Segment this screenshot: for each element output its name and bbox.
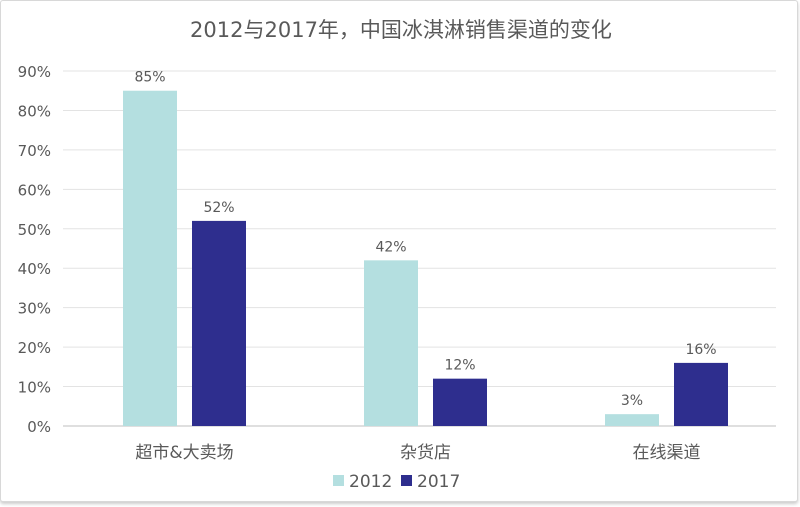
category-label: 在线渠道 bbox=[633, 443, 701, 463]
y-tick-label: 50% bbox=[18, 221, 51, 239]
bar-2017 bbox=[674, 362, 728, 426]
y-tick-label: 60% bbox=[18, 181, 51, 199]
data-label: 3% bbox=[621, 393, 643, 409]
y-tick-label: 20% bbox=[18, 339, 51, 357]
y-tick-label: 0% bbox=[27, 418, 51, 436]
data-label: 42% bbox=[375, 239, 406, 255]
y-tick-label: 90% bbox=[18, 63, 51, 81]
y-tick-label: 40% bbox=[18, 260, 51, 278]
bar-2012 bbox=[123, 90, 177, 426]
data-label: 16% bbox=[685, 342, 716, 358]
y-tick-label: 30% bbox=[18, 300, 51, 318]
category-label: 杂货店 bbox=[400, 443, 451, 463]
data-label: 52% bbox=[203, 200, 234, 216]
bar-2017 bbox=[192, 220, 246, 426]
legend-swatch bbox=[333, 475, 344, 486]
data-label: 12% bbox=[444, 358, 475, 374]
y-tick-label: 70% bbox=[18, 142, 51, 160]
bar-2012 bbox=[605, 414, 659, 426]
bar-2012 bbox=[364, 260, 418, 426]
legend-label: 2012 bbox=[349, 472, 392, 492]
chart-title: 2012与2017年，中国冰淇淋销售渠道的变化 bbox=[190, 18, 612, 42]
legend-swatch bbox=[401, 475, 412, 486]
bar-2017 bbox=[433, 378, 487, 426]
legend-label: 2017 bbox=[417, 472, 460, 492]
y-tick-label: 80% bbox=[18, 102, 51, 120]
data-label: 85% bbox=[134, 70, 165, 86]
category-label: 超市&大卖场 bbox=[135, 443, 233, 463]
y-tick-label: 10% bbox=[18, 379, 51, 397]
